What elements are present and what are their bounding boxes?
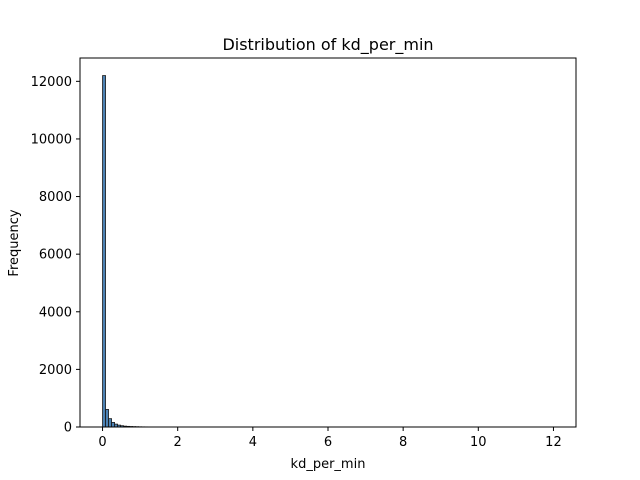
histogram-bar-3	[111, 421, 115, 428]
x-axis-label: kd_per_min	[291, 457, 366, 472]
y-tick-label: 10000	[31, 132, 72, 147]
x-tick-label: 12	[545, 435, 562, 450]
y-tick-label: 4000	[39, 305, 72, 320]
y-tick-label: 0	[64, 421, 72, 436]
x-tick-label: 0	[98, 435, 106, 450]
histogram-bar-1	[105, 409, 109, 428]
histogram-bar-2	[108, 418, 112, 428]
x-tick-label: 4	[249, 435, 257, 450]
y-axis-label: Frequency	[7, 209, 22, 276]
y-tick-label: 8000	[39, 190, 72, 205]
x-axis-ticks: 0 2 4 6 8 10 12	[98, 427, 562, 450]
chart-title: Distribution of kd_per_min	[222, 35, 433, 55]
histogram-bar-0	[102, 75, 106, 428]
y-tick-label: 2000	[39, 363, 72, 378]
y-tick-label: 12000	[31, 75, 72, 90]
x-tick-label: 2	[174, 435, 182, 450]
x-tick-label: 6	[324, 435, 332, 450]
y-axis-ticks: 0 2000 4000 6000 8000 10000 12000	[31, 75, 80, 436]
y-tick-label: 6000	[39, 248, 72, 263]
x-tick-label: 10	[470, 435, 487, 450]
x-tick-label: 8	[399, 435, 407, 450]
